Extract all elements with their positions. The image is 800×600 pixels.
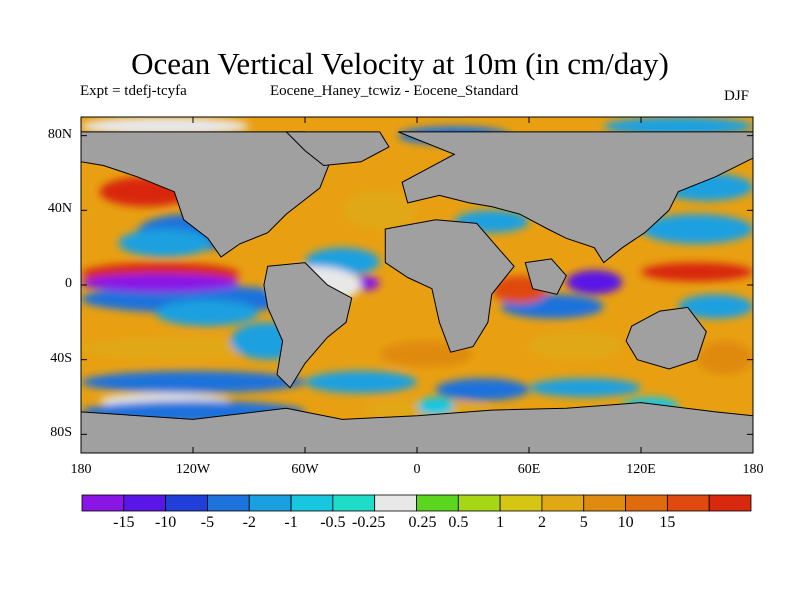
colorbar-swatch bbox=[332, 494, 376, 512]
map-title: Ocean Vertical Velocity at 10m (in cm/da… bbox=[131, 46, 669, 81]
experiment-label: Expt = tdefj-tcyfa bbox=[80, 83, 187, 99]
field-patch bbox=[529, 331, 623, 360]
colorbar-label: 2 bbox=[537, 514, 546, 531]
field-patch bbox=[678, 294, 753, 319]
lon-label: 0 bbox=[413, 462, 421, 477]
colorbar-swatch bbox=[499, 494, 543, 512]
lon-label: 120E bbox=[626, 462, 656, 477]
field-patch bbox=[566, 270, 623, 295]
colorbar-swatch bbox=[541, 494, 585, 512]
colorbar-label: 1 bbox=[496, 514, 505, 531]
lat-label: 80N bbox=[47, 126, 72, 142]
land-polygon bbox=[625, 306, 707, 370]
lon-label: 180 bbox=[70, 462, 92, 477]
colorbar-swatch bbox=[708, 494, 752, 512]
colorbar-label: -2 bbox=[242, 514, 256, 531]
land-polygon bbox=[263, 262, 353, 389]
colorbar-label: -1 bbox=[284, 514, 298, 531]
lon-label: 60W bbox=[291, 462, 319, 477]
colorbar-swatch bbox=[457, 494, 501, 512]
land-polygon bbox=[285, 131, 390, 167]
land-polygon bbox=[398, 131, 753, 264]
colorbar-label: 10 bbox=[617, 514, 634, 531]
colorbar-label: -0.25 bbox=[352, 514, 386, 531]
colorbar bbox=[81, 494, 752, 512]
colorbar-swatch bbox=[123, 494, 167, 512]
season-label: DJF bbox=[724, 88, 750, 104]
colorbar-label: 15 bbox=[659, 514, 676, 531]
field-patch bbox=[435, 378, 529, 401]
colorbar-swatch bbox=[81, 494, 125, 512]
lon-label: 60E bbox=[517, 462, 541, 477]
field-patch bbox=[417, 397, 455, 416]
colorbar-swatch bbox=[165, 494, 208, 512]
land-polygon bbox=[81, 402, 753, 453]
field-patch bbox=[529, 378, 641, 397]
lat-label: 0 bbox=[65, 276, 72, 291]
lat-label: 40N bbox=[47, 201, 72, 217]
colorbar-swatch bbox=[416, 494, 459, 512]
colorbar-label: -10 bbox=[154, 514, 177, 531]
land-polygon bbox=[384, 219, 515, 353]
colorbar-swatch bbox=[207, 494, 250, 512]
colorbar-swatch bbox=[374, 494, 417, 512]
colorbar-label: 0.25 bbox=[408, 514, 437, 531]
velocity-field bbox=[81, 117, 753, 424]
colorbar-swatch bbox=[248, 494, 292, 512]
field-patch bbox=[641, 262, 753, 282]
field-patch bbox=[641, 214, 753, 244]
field-patch bbox=[81, 337, 259, 360]
field-patch bbox=[305, 370, 417, 394]
land-polygon bbox=[524, 258, 567, 295]
field-patch bbox=[697, 341, 753, 375]
colorbar-label: -15 bbox=[113, 514, 135, 531]
colorbar-label: 0.5 bbox=[448, 514, 469, 531]
field-patch bbox=[155, 299, 259, 327]
colorbar-swatch bbox=[583, 494, 626, 512]
colorbar-label: -0.5 bbox=[320, 514, 346, 531]
lon-label: 120W bbox=[175, 462, 211, 477]
colorbar-swatch bbox=[290, 494, 334, 512]
field-patch bbox=[81, 273, 240, 293]
colorbar-label: -5 bbox=[200, 514, 215, 531]
field-patch bbox=[118, 229, 212, 257]
field-patch bbox=[81, 117, 249, 136]
field-patch bbox=[342, 191, 417, 229]
land-masses bbox=[81, 131, 753, 453]
lat-label: 40S bbox=[50, 350, 72, 366]
lon-label: 180 bbox=[742, 462, 764, 477]
colorbar-swatch bbox=[625, 494, 668, 512]
lat-label: 80S bbox=[50, 425, 72, 441]
field-patch bbox=[81, 370, 305, 394]
colorbar-label: 5 bbox=[579, 514, 588, 531]
colorbar-swatch bbox=[666, 494, 710, 512]
axis-ticks bbox=[80, 117, 754, 453]
experiment-subtitle: Eocene_Haney_tcwiz - Eocene_Standard bbox=[270, 83, 519, 99]
